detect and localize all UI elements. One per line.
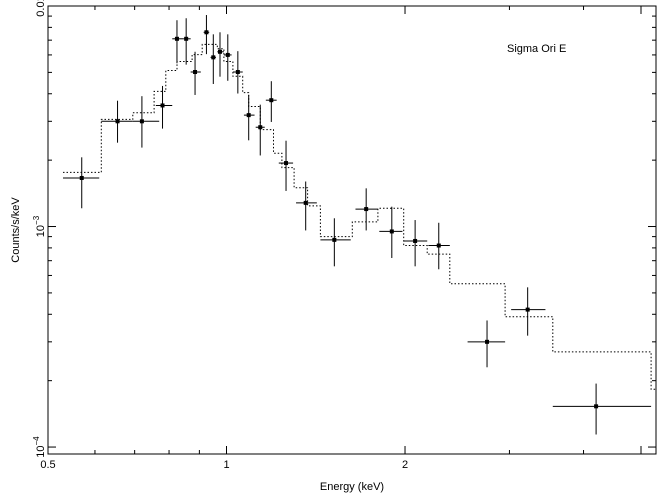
data-point <box>223 34 232 81</box>
data-marker <box>332 237 337 242</box>
data-marker <box>258 125 263 130</box>
data-marker <box>193 70 198 75</box>
y-tick-label: 10−4 <box>32 436 47 458</box>
plot-frame <box>47 5 657 455</box>
data-point <box>101 100 133 143</box>
y-tick-label-exponent: −4 <box>32 436 41 446</box>
data-marker <box>211 55 216 60</box>
data-point <box>320 218 351 267</box>
data-marker <box>525 307 530 312</box>
data-point <box>403 220 428 267</box>
data-marker <box>225 52 230 57</box>
model-step-layer <box>63 43 656 390</box>
data-point <box>190 51 201 95</box>
data-marker <box>389 229 394 234</box>
data-point <box>265 81 277 122</box>
model-step-curve <box>63 43 656 390</box>
data-point <box>428 222 450 270</box>
data-point <box>243 95 255 141</box>
data-point <box>210 34 216 84</box>
data-marker <box>364 207 369 212</box>
data-marker <box>436 243 441 248</box>
data-point <box>255 104 265 156</box>
data-point <box>511 287 546 336</box>
data-point <box>172 20 184 64</box>
data-marker <box>139 119 144 124</box>
data-marker <box>217 49 222 54</box>
x-tick-label: 0.5 <box>40 459 55 471</box>
data-marker <box>79 175 84 180</box>
data-point <box>355 188 378 231</box>
y-tick-label: 10−3 <box>32 215 47 237</box>
data-marker <box>235 70 240 75</box>
data-marker <box>174 36 179 41</box>
data-point <box>132 96 160 148</box>
data-marker <box>284 161 289 166</box>
data-marker <box>115 119 120 124</box>
data-point <box>155 85 173 129</box>
y-tick-label: 0.01 <box>35 0 47 17</box>
data-marker <box>413 238 418 243</box>
data-point <box>296 181 317 231</box>
data-marker <box>303 200 308 205</box>
data-marker <box>204 30 209 35</box>
data-point <box>183 18 191 65</box>
data-marker <box>246 113 251 118</box>
y-axis-title: Counts/s/keV <box>10 197 22 263</box>
data-point <box>379 206 403 258</box>
data-point <box>552 383 652 435</box>
source-annotation: Sigma Ori E <box>507 43 566 55</box>
data-point <box>467 320 506 368</box>
x-tick-label: 1 <box>223 459 229 471</box>
data-marker <box>485 339 490 344</box>
data-point <box>217 32 224 77</box>
data-points-layer <box>63 15 652 435</box>
data-marker <box>594 404 599 409</box>
x-tick-label: 2 <box>402 459 408 471</box>
y-tick-label-exponent: −3 <box>32 215 41 225</box>
data-point <box>232 51 243 94</box>
data-marker <box>269 98 274 103</box>
y-tick-label-base: 10 <box>35 445 47 457</box>
x-axis-title: Energy (keV) <box>320 481 384 493</box>
data-point <box>203 15 210 55</box>
data-point <box>278 140 294 191</box>
y-tick-label-base: 10 <box>35 225 47 237</box>
data-marker <box>184 36 189 41</box>
data-marker <box>160 103 165 108</box>
data-point <box>63 157 100 209</box>
